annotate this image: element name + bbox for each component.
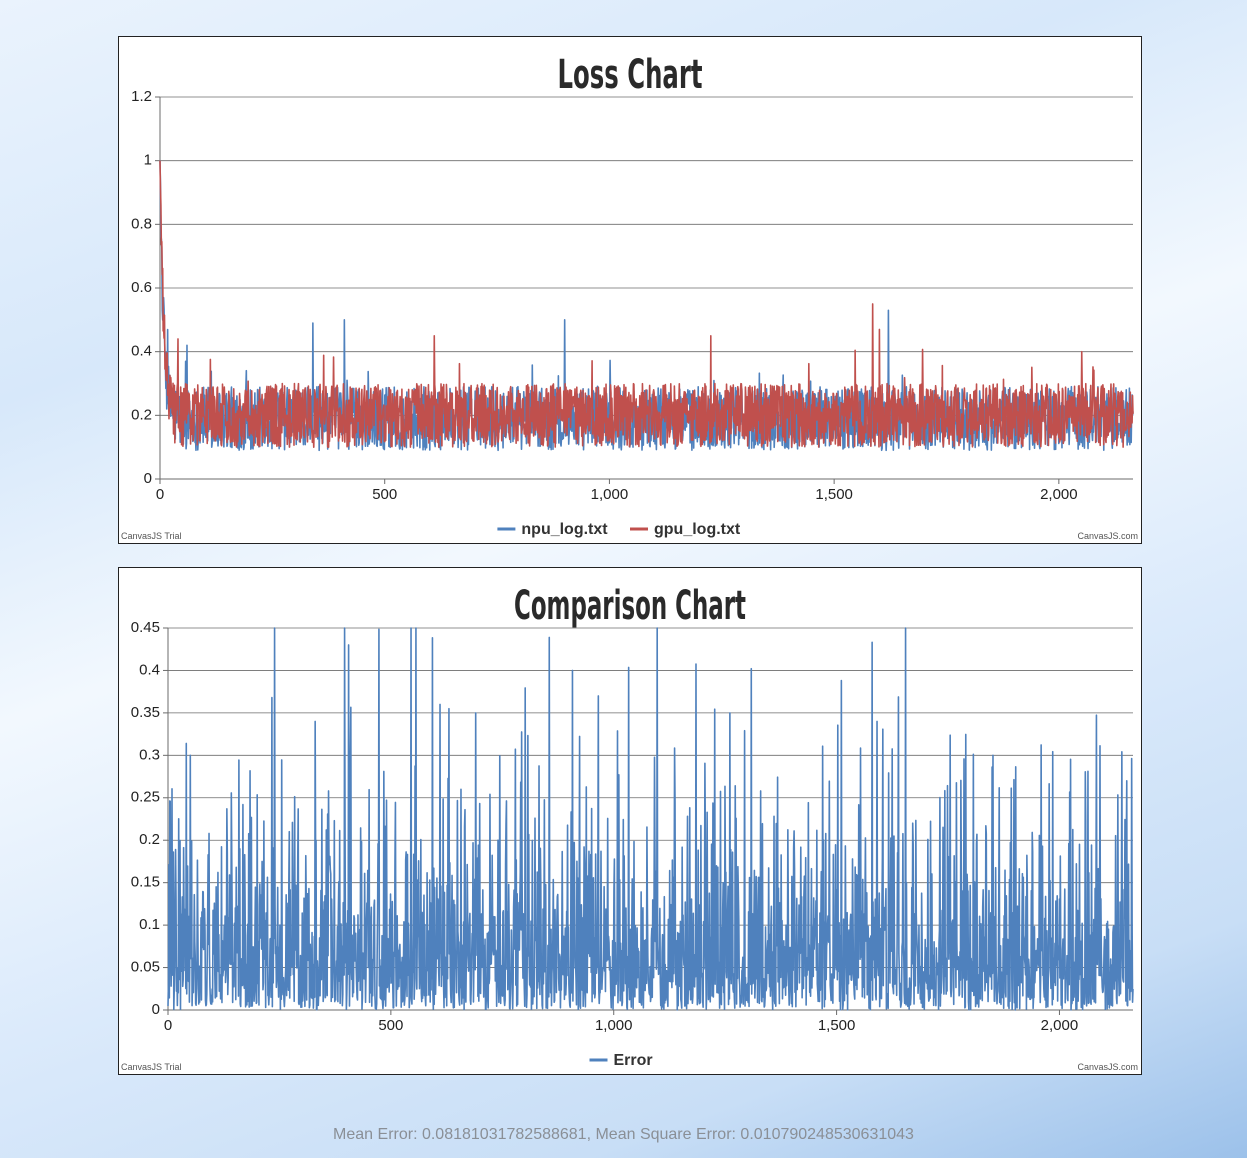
y-tick-label: 0.05 [131,959,160,976]
x-tick-label: 500 [378,1017,403,1034]
loss-chart-svg: Loss Chart 0 0.2 0.4 0.6 0.8 1 1.2 0 500 1,000 1,50… [121,52,1138,541]
legend-label: Error [614,1052,653,1069]
y-tick-label: 0.8 [131,215,152,232]
y-tick-label: 0.1 [139,916,160,933]
comparison-chart-svg: Comparison Chart 0 0.05 0.1 0.15 0.2 0.25 0.3 0.… [121,583,1138,1072]
y-tick-label: 0.3 [139,746,160,763]
comparison-chart: Comparison Chart 0 0.05 0.1 0.15 0.2 0.25 0.3 0.… [118,567,1142,1075]
y-tick-label: 0.4 [139,661,160,678]
x-tick-label: 0 [156,486,164,503]
x-tick-label: 1,000 [591,486,629,503]
x-tick-label: 500 [372,486,397,503]
chart-title: Loss Chart [558,52,703,98]
legend-label: gpu_log.txt [654,521,741,538]
legend-item-Error[interactable]: Error [589,1052,653,1069]
y-tick-label: 0.45 [131,619,160,636]
series-line-Error [167,627,1134,1011]
y-tick-label: 1.2 [131,88,152,105]
x-tick-label: 1,500 [815,486,853,503]
chart-title: Comparison Chart [514,583,746,629]
legend-item-npu_log.txt[interactable]: npu_log.txt [497,521,608,538]
x-tick-label: 1,500 [818,1017,856,1034]
x-tick-label: 0 [164,1017,172,1034]
error-summary: Mean Error: 0.08181031782588681, Mean Sq… [333,1126,914,1143]
series-line-gpu_log.txt [159,160,1134,448]
credit-left: CanvasJS Trial [121,1062,182,1072]
y-tick-label: 0.25 [131,789,160,806]
y-tick-label: 1 [144,152,152,169]
y-tick-label: 0 [144,470,152,487]
x-tick-label: 2,000 [1041,1017,1079,1034]
x-tick-label: 1,000 [595,1017,633,1034]
y-tick-label: 0.6 [131,279,152,296]
y-tick-label: 0.15 [131,874,160,891]
loss-chart: Loss Chart 0 0.2 0.4 0.6 0.8 1 1.2 0 500 1,000 1,50… [118,36,1142,544]
x-tick-label: 2,000 [1040,486,1078,503]
y-tick-label: 0.35 [131,704,160,721]
y-tick-label: 0.4 [131,343,152,360]
y-tick-label: 0.2 [131,406,152,423]
credit-right[interactable]: CanvasJS.com [1077,531,1138,541]
credit-right[interactable]: CanvasJS.com [1077,1062,1138,1072]
credit-left: CanvasJS Trial [121,531,182,541]
y-tick-label: 0 [152,1001,160,1018]
legend-item-gpu_log.txt[interactable]: gpu_log.txt [630,521,741,538]
y-tick-label: 0.2 [139,831,160,848]
legend-label: npu_log.txt [521,521,608,538]
